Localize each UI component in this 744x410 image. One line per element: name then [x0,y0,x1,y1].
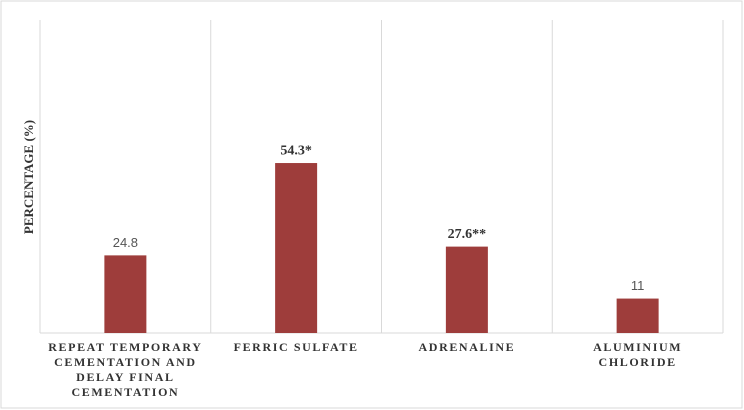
bar [104,255,147,333]
x-tick-label: FERRIC SULFATE [233,340,359,354]
bar [616,298,659,333]
x-tick-label: ALUMINIUM CHLORIDE [593,340,683,369]
value-label: 27.6** [448,227,487,242]
bar [445,246,488,333]
bar [275,163,318,333]
value-label: 54.3* [280,143,312,158]
x-tick-label: ADRENALINE [418,340,516,354]
x-tick-label: REPEAT TEMPORARY CEMENTATION AND DELAY F… [48,340,203,399]
value-label: 24.8 [113,235,138,250]
value-label: 11 [631,278,645,293]
y-axis-label: PERCENTAGE (%) [21,120,36,234]
